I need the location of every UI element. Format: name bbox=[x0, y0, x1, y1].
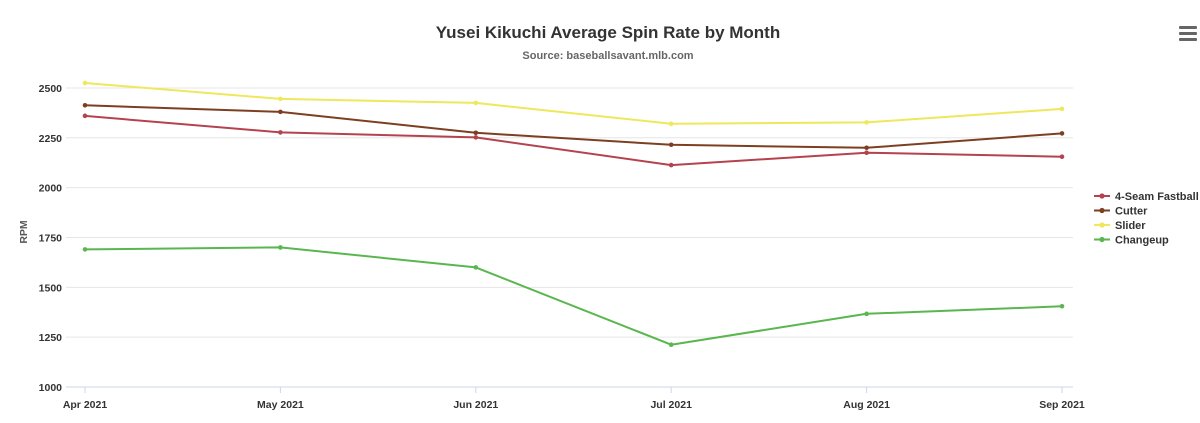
data-point[interactable] bbox=[668, 342, 674, 348]
data-point[interactable] bbox=[278, 130, 283, 135]
menu-bar bbox=[1179, 38, 1197, 41]
legend-label: Cutter bbox=[1115, 206, 1148, 218]
menu-bar bbox=[1179, 32, 1197, 35]
chart-title: Yusei Kikuchi Average Spin Rate by Month bbox=[436, 23, 780, 42]
data-point[interactable] bbox=[864, 150, 869, 156]
grid-lines bbox=[66, 87, 1073, 338]
data-point[interactable] bbox=[668, 142, 674, 148]
legend-label: Changeup bbox=[1115, 235, 1169, 247]
axes: 1000 1250 1500 1750 2000 2250 2500 Apr 2021 May … bbox=[39, 83, 1085, 411]
x-tick-label: Sep 2021 bbox=[1039, 399, 1085, 411]
data-point[interactable] bbox=[1059, 303, 1065, 309]
data-point[interactable] bbox=[864, 145, 869, 151]
data-point[interactable] bbox=[278, 245, 283, 250]
data-point[interactable] bbox=[82, 113, 88, 119]
legend-label: Slider bbox=[1115, 220, 1146, 232]
legend[interactable]: 4-Seam Fastball Cutter Slider Changeup bbox=[1094, 191, 1199, 247]
y-tick-label: 1500 bbox=[39, 282, 63, 294]
data-point[interactable] bbox=[668, 121, 674, 127]
series-layer bbox=[82, 80, 1065, 348]
x-tick-label: Jul 2021 bbox=[650, 399, 692, 411]
series-group bbox=[82, 102, 1065, 151]
legend-symbol-marker bbox=[1099, 193, 1105, 199]
data-point[interactable] bbox=[473, 135, 479, 140]
series-line[interactable] bbox=[84, 82, 1063, 125]
series-group bbox=[82, 113, 1065, 168]
legend-item[interactable]: 4-Seam Fastball bbox=[1094, 191, 1199, 203]
y-tick-label: 2250 bbox=[39, 133, 63, 145]
legend-item[interactable]: Cutter bbox=[1094, 206, 1148, 218]
series-group bbox=[82, 245, 1065, 348]
legend-item[interactable]: Slider bbox=[1094, 220, 1146, 232]
data-point[interactable] bbox=[864, 311, 869, 317]
legend-symbol-marker bbox=[1099, 207, 1105, 214]
legend-item[interactable]: Changeup bbox=[1094, 235, 1169, 247]
y-axis-title: RPM bbox=[18, 220, 30, 244]
data-point[interactable] bbox=[278, 109, 283, 115]
data-point[interactable] bbox=[1059, 154, 1065, 160]
y-tick-label: 2000 bbox=[39, 183, 63, 195]
data-point[interactable] bbox=[1059, 106, 1065, 112]
y-tick-label: 1250 bbox=[39, 332, 63, 344]
data-point[interactable] bbox=[82, 102, 88, 108]
x-tick-label: Apr 2021 bbox=[63, 399, 108, 411]
legend-symbol-marker bbox=[1099, 222, 1105, 228]
menu-bar bbox=[1179, 26, 1197, 29]
legend-symbol-marker bbox=[1099, 236, 1105, 243]
y-tick-label: 1000 bbox=[39, 382, 63, 394]
data-point[interactable] bbox=[864, 120, 869, 125]
series-group bbox=[82, 80, 1065, 127]
x-tick-label: Jun 2021 bbox=[453, 399, 498, 411]
y-tick-label: 1750 bbox=[39, 232, 63, 244]
x-tick-label: May 2021 bbox=[257, 399, 304, 411]
data-point[interactable] bbox=[82, 80, 88, 86]
y-tick-label: 2500 bbox=[39, 83, 63, 95]
data-point[interactable] bbox=[1059, 131, 1065, 136]
data-point[interactable] bbox=[473, 100, 479, 106]
data-point[interactable] bbox=[668, 162, 674, 168]
series-line[interactable] bbox=[84, 104, 1063, 149]
x-tick-label: Aug 2021 bbox=[843, 399, 890, 411]
data-point[interactable] bbox=[473, 265, 479, 270]
data-point[interactable] bbox=[473, 130, 479, 136]
chart-subtitle: Source: baseballsavant.mlb.com bbox=[522, 50, 693, 62]
data-point[interactable] bbox=[82, 247, 88, 252]
hamburger-menu-icon[interactable] bbox=[1178, 26, 1200, 46]
legend-label: 4-Seam Fastball bbox=[1115, 191, 1199, 203]
series-line[interactable] bbox=[84, 246, 1063, 346]
series-line[interactable] bbox=[84, 114, 1063, 167]
data-point[interactable] bbox=[278, 96, 283, 102]
